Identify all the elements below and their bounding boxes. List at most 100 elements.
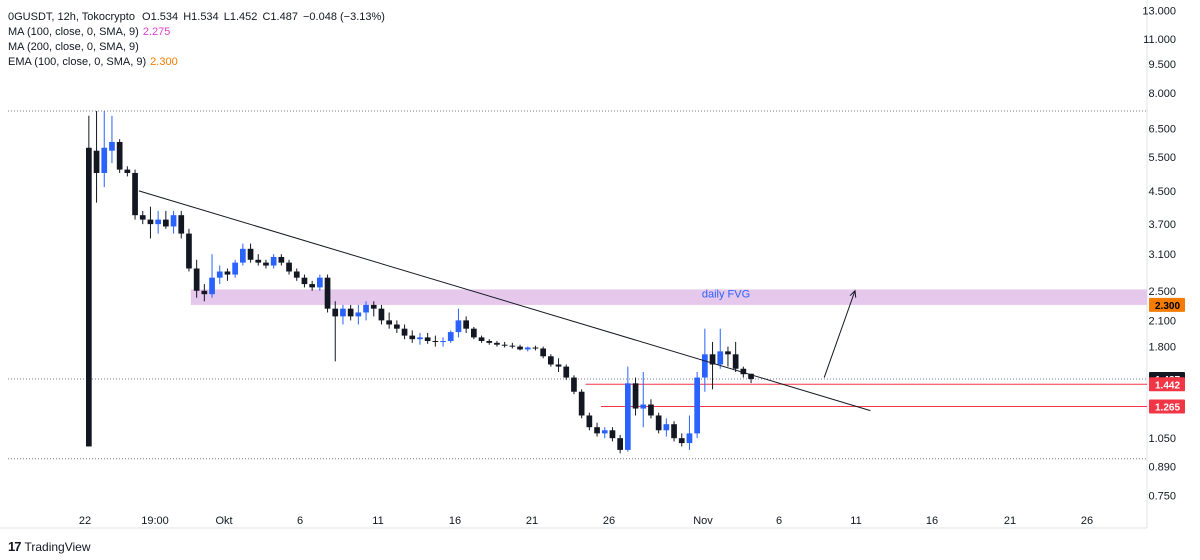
indicator-label: EMA (100, close, 0, SMA, 9) — [8, 56, 147, 68]
candle-body — [717, 351, 724, 365]
price-tick-label: 8.000 — [1148, 88, 1176, 100]
candle-body — [509, 345, 516, 347]
candle-body — [617, 438, 623, 450]
indicator-value: 2.275 — [142, 26, 171, 38]
price-tick-label: 2.100 — [1148, 315, 1176, 327]
candle-body — [201, 290, 208, 295]
candle-body — [548, 356, 554, 365]
tradingview-logo[interactable]: 17 TradingView — [8, 539, 91, 554]
candle-body — [524, 347, 531, 350]
time-tick-label: 11 — [850, 515, 861, 527]
candle-body — [309, 284, 315, 288]
indicator-value: 2.300 — [150, 56, 178, 68]
price-tag-label: 1.265 — [1155, 403, 1180, 414]
candle-body — [247, 248, 254, 260]
candle-body — [255, 259, 262, 263]
candle-body — [86, 147, 92, 447]
candle-body — [609, 430, 616, 439]
candle-body — [655, 415, 662, 431]
time-tick-label: Okt — [215, 515, 232, 527]
indicator-ma100[interactable]: MA (100, close, 0, SMA, 9) 2.275 — [8, 25, 385, 40]
candle-body — [139, 215, 146, 220]
time-tick-label: Nov — [693, 515, 713, 527]
high-label: H — [183, 11, 192, 23]
candle-body — [478, 337, 485, 342]
candle-body — [93, 150, 100, 173]
time-axis: 22 19:00 Okt 6 11 16 21 26 Nov 6 11 16 21 26 — [79, 515, 1093, 527]
price-tick-label: 5.500 — [1148, 152, 1176, 164]
open-value: 1.534 — [150, 11, 179, 23]
candle-body — [671, 424, 677, 439]
candle-body — [301, 277, 308, 285]
candle-body — [216, 271, 223, 278]
candle-body — [278, 256, 285, 263]
time-tick-label: 22 — [79, 515, 91, 527]
price-tick-label: 0.750 — [1148, 490, 1176, 502]
candle-body — [332, 308, 339, 317]
symbol-label: 0GUSDT, 12h, Tokocrypto — [8, 11, 135, 23]
price-tag: 1.265 — [1149, 399, 1185, 414]
candle-body — [709, 354, 716, 365]
candle-body — [702, 354, 708, 378]
candle-body — [540, 348, 546, 357]
candle-body — [594, 427, 600, 434]
candle-body — [163, 219, 169, 227]
price-tag: 2.300 — [1149, 297, 1185, 312]
candle-body — [132, 172, 138, 216]
price-tick-label: 3.700 — [1148, 219, 1176, 231]
time-tick-label: 26 — [1081, 515, 1093, 527]
candle-body — [501, 344, 508, 346]
candle-body — [571, 377, 577, 392]
tradingview-logo-text: TradingView — [24, 539, 91, 554]
candle-body — [355, 312, 362, 317]
candle-body — [209, 277, 215, 295]
candle-body — [648, 404, 654, 416]
candle-body — [170, 215, 177, 227]
projection-arrow-head — [849, 289, 857, 298]
candle-body — [678, 438, 685, 444]
low-value: 1.452 — [229, 11, 258, 23]
candle-body — [494, 342, 500, 345]
candle-body — [447, 332, 454, 342]
candle-body — [293, 271, 300, 278]
candle-body — [109, 141, 115, 151]
tradingview-logo-icon: 17 — [8, 539, 22, 554]
ohlc-row: 0GUSDT, 12h, Tokocrypto O1.534 H1.534 L1… — [8, 10, 385, 25]
candle-body — [155, 219, 161, 225]
price-tick-label: 2.500 — [1148, 286, 1176, 298]
price-tag-bg — [1149, 377, 1185, 392]
high-value: 1.534 — [191, 11, 219, 23]
candle-body — [324, 277, 331, 309]
candle-body — [732, 354, 739, 369]
candle-body — [578, 391, 585, 416]
candle-body — [725, 351, 731, 355]
candle-body — [116, 141, 123, 170]
indicator-label: MA (100, close, 0, SMA, 9) — [8, 26, 139, 38]
time-tick-label: 16 — [926, 515, 938, 527]
fvg-label: daily FVG — [702, 288, 750, 300]
chart-legend: 0GUSDT, 12h, Tokocrypto O1.534 H1.534 L1… — [8, 10, 385, 70]
price-tag-bg — [1149, 297, 1185, 312]
price-tick-label: 3.100 — [1148, 249, 1176, 261]
candle-body — [563, 366, 570, 378]
candles-group — [86, 111, 754, 454]
time-tick-label: 6 — [297, 515, 303, 527]
open-label: O — [142, 11, 151, 23]
candle-body — [370, 304, 377, 309]
time-tick-label: 19:00 — [141, 515, 169, 527]
candle-body — [471, 328, 477, 338]
trendline — [138, 190, 871, 412]
candle-body — [486, 341, 493, 343]
candle-body — [347, 308, 354, 317]
candle-body — [424, 337, 431, 342]
indicator-ma200[interactable]: MA (200, close, 0, SMA, 9) — [8, 40, 385, 55]
close-value: 1.487 — [270, 11, 298, 23]
candle-body — [417, 337, 423, 340]
price-tick-label: 1.800 — [1148, 342, 1176, 354]
candle-body — [193, 268, 200, 291]
candle-body — [517, 346, 523, 350]
candle-body — [601, 430, 608, 434]
candle-body — [455, 320, 462, 333]
indicator-ema100[interactable]: EMA (100, close, 0, SMA, 9) 2.300 — [8, 55, 385, 70]
